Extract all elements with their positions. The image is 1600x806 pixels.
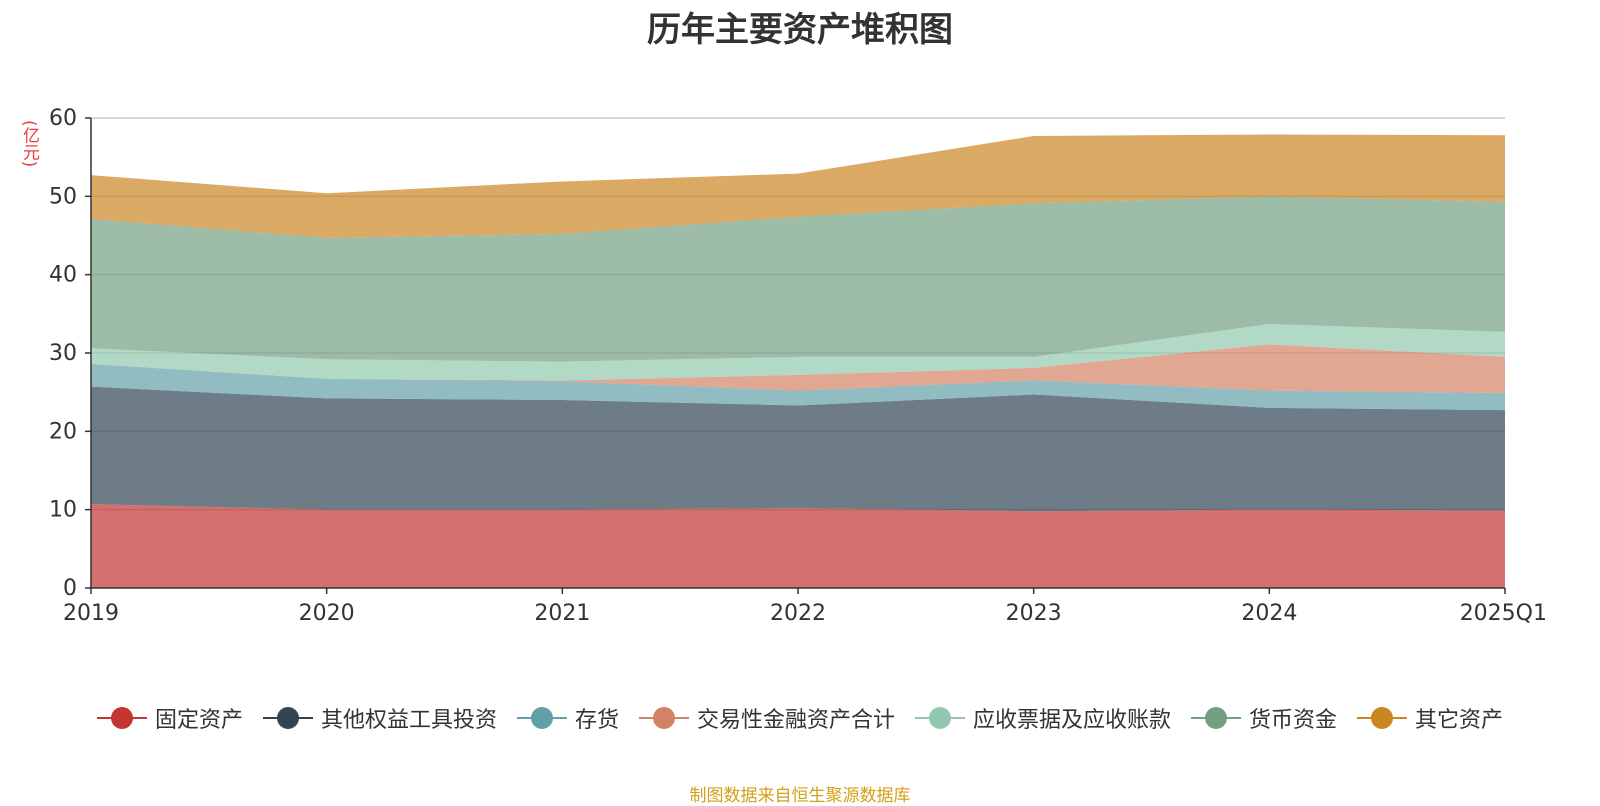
y-axis-unit-label: (亿元) bbox=[19, 120, 39, 168]
area-series-5 bbox=[91, 324, 1505, 381]
legend-marker-icon bbox=[516, 706, 567, 730]
source-note: 制图数据来自恒生聚源数据库 bbox=[689, 786, 911, 806]
x-tick-label: 2022 bbox=[770, 601, 826, 626]
legend-label: 交易性金融资产合计 bbox=[696, 708, 895, 733]
legend-item[interactable]: 固定资产 bbox=[96, 702, 243, 734]
y-tick-label: 60 bbox=[49, 106, 77, 131]
legend-label: 应收票据及应收账款 bbox=[973, 708, 1172, 733]
x-tick-label: 2023 bbox=[1006, 601, 1062, 626]
axes: 0 10 20 30 40 50 60 2019 2020 2021 2022 2023 2024 202… bbox=[49, 106, 1547, 626]
legend-label: 存货 bbox=[574, 708, 619, 733]
x-tick-label: 2020 bbox=[299, 601, 355, 626]
y-tick-label: 10 bbox=[49, 498, 77, 523]
y-tick-label: 30 bbox=[49, 341, 77, 366]
legend-item[interactable]: 货币资金 bbox=[1191, 702, 1337, 734]
legend-item[interactable]: 应收票据及应收账款 bbox=[915, 702, 1171, 734]
area-series-3 bbox=[91, 363, 1505, 411]
y-tick-label: 0 bbox=[63, 576, 77, 601]
legend-item[interactable]: 其他权益工具投资 bbox=[262, 702, 497, 734]
area-series-6 bbox=[91, 196, 1505, 362]
y-tick-label: 20 bbox=[49, 419, 77, 444]
legend-item[interactable]: 交易性金融资产合计 bbox=[638, 702, 895, 734]
legend-item[interactable]: 其它资产 bbox=[1357, 702, 1503, 734]
x-tick-label: 2019 bbox=[63, 601, 119, 626]
legend-label: 其他权益工具投资 bbox=[320, 708, 497, 733]
area-series-7 bbox=[91, 134, 1505, 238]
legend-marker-icon bbox=[1191, 706, 1242, 730]
legend-marker-icon bbox=[96, 706, 147, 730]
legend-marker-icon bbox=[262, 706, 313, 730]
legend-label: 其它资产 bbox=[1415, 708, 1504, 733]
chart-title: 历年主要资产堆积图 bbox=[647, 10, 953, 50]
legend-label: 固定资产 bbox=[154, 708, 243, 733]
y-tick-label: 40 bbox=[49, 263, 77, 288]
x-tick-label: 2025Q1 bbox=[1460, 601, 1547, 626]
area-series bbox=[91, 134, 1505, 588]
legend-marker-icon bbox=[638, 706, 689, 730]
chart-legend: 固定资产 其他权益工具投资 存货 交易性金融资产合计 应收票据及应收账款 货币资金 其它资产 bbox=[0, 700, 1600, 736]
legend-label: 货币资金 bbox=[1249, 708, 1338, 733]
area-series-4 bbox=[91, 344, 1505, 393]
legend-marker-icon bbox=[915, 706, 965, 730]
legend-marker-icon bbox=[1357, 706, 1408, 730]
x-tick-label: 2024 bbox=[1241, 601, 1297, 626]
area-series-1 bbox=[91, 504, 1505, 588]
area-series-2 bbox=[91, 386, 1505, 512]
y-tick-label: 50 bbox=[49, 184, 77, 209]
legend-item[interactable]: 存货 bbox=[516, 702, 619, 734]
x-tick-label: 2021 bbox=[534, 601, 590, 626]
